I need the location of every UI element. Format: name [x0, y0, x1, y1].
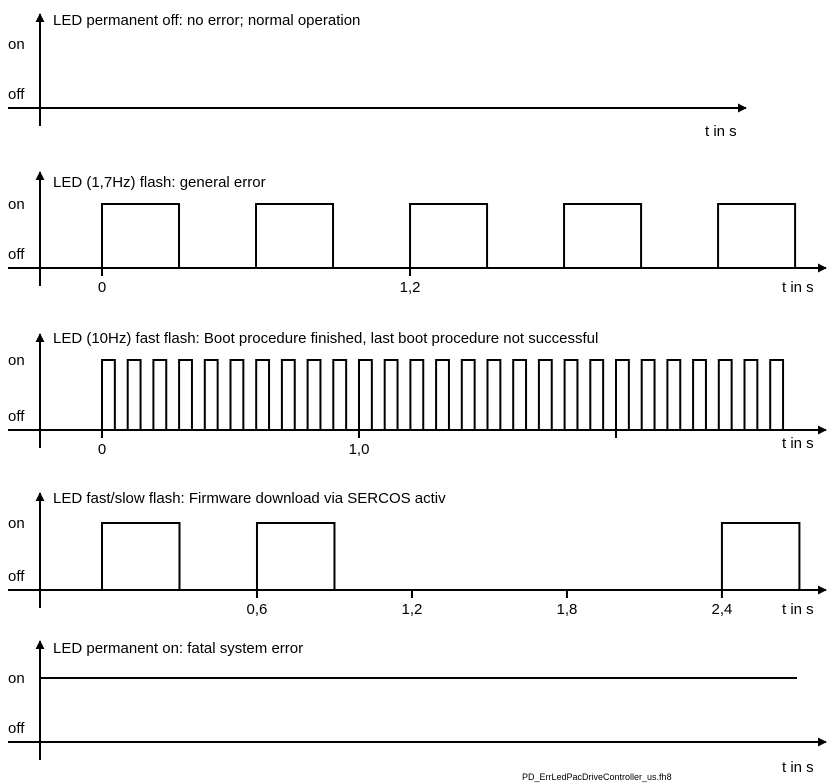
y-label-off: off — [8, 246, 25, 263]
signal-pulse — [563, 203, 643, 268]
signal-pulse — [537, 359, 553, 430]
x-tick-label: 1,2 — [402, 601, 423, 618]
signal-pulse — [486, 359, 502, 430]
y-label-off: off — [8, 568, 25, 585]
signal-pulse — [720, 522, 801, 590]
x-tick-label: 1,2 — [400, 279, 421, 296]
signal-pulse — [358, 359, 373, 430]
signal-pulse — [615, 359, 630, 430]
panel-fast-flash-10hz: LED (10Hz) fast flash: Boot procedure fi… — [8, 330, 827, 458]
x-unit-label: t in s — [782, 435, 814, 452]
footer-filename: PD_ErrLedPacDriveController_us.fh8 — [522, 772, 672, 782]
panel-title: LED permanent off: no error; normal oper… — [53, 12, 360, 29]
signal-pulse — [280, 359, 296, 430]
x-tick-label: 1,0 — [349, 441, 370, 458]
signal-pulse — [563, 359, 579, 430]
signal-pulse — [640, 359, 656, 430]
panel-flash-1-7hz: LED (1,7Hz) flash: general error on off t i… — [8, 171, 827, 296]
x-tick-label: 0 — [98, 441, 106, 458]
x-tick-label: 1,8 — [557, 601, 578, 618]
x-unit-label: t in s — [782, 279, 814, 296]
panel-permanent-off: LED permanent off: no error; normal oper… — [8, 12, 747, 140]
y-label-off: off — [8, 720, 25, 737]
panel-title: LED fast/slow flash: Firmware download v… — [53, 490, 446, 507]
x-unit-label: t in s — [782, 601, 814, 618]
signal-pulse — [460, 359, 476, 430]
panel-permanent-on: LED permanent on: fatal system error on of… — [8, 640, 827, 776]
signal-pulse — [229, 359, 245, 430]
signal-pulse — [666, 359, 682, 430]
signal-pulse — [306, 359, 322, 430]
panel-title: LED (1,7Hz) flash: general error — [53, 174, 266, 191]
signal-pulse — [101, 359, 116, 430]
signal-pulse — [178, 359, 193, 430]
signal-pulse — [692, 359, 707, 430]
signal-pulse — [717, 203, 797, 268]
y-label-off: off — [8, 86, 25, 103]
panel-title: LED permanent on: fatal system error — [53, 640, 303, 657]
signal-pulse — [126, 359, 142, 430]
x-tick-label: 2,4 — [711, 601, 732, 618]
panel-title: LED (10Hz) fast flash: Boot procedure fi… — [53, 330, 598, 347]
signal-pulse — [255, 522, 336, 590]
signal-pulse — [409, 203, 489, 268]
x-tick-label: 0 — [98, 279, 106, 296]
y-label-on: on — [8, 515, 25, 532]
signal-pulse — [512, 359, 528, 430]
signal-pulse — [332, 359, 348, 430]
y-label-on: on — [8, 36, 25, 53]
signal-pulse — [255, 359, 271, 430]
signal-pulse — [589, 359, 605, 430]
y-label-off: off — [8, 408, 25, 425]
y-label-on: on — [8, 196, 25, 213]
y-label-on: on — [8, 670, 25, 687]
x-unit-label: t in s — [782, 759, 814, 776]
signal-pulse — [152, 359, 168, 430]
signal-pulse — [717, 359, 733, 430]
x-unit-label: t in s — [705, 123, 737, 140]
x-tick-label: 0,6 — [247, 601, 268, 618]
signal-pulse — [383, 359, 399, 430]
signal-pulse — [101, 203, 181, 268]
y-label-on: on — [8, 352, 25, 369]
signal-pulse — [409, 359, 425, 430]
signal-pulse — [255, 203, 335, 268]
panel-fast-slow-flash: LED fast/slow flash: Firmware download v… — [8, 490, 827, 618]
signal-pulse — [769, 359, 785, 430]
signal-pulse — [743, 359, 759, 430]
signal-pulse — [101, 522, 181, 590]
signal-pulse — [435, 359, 450, 430]
signal-pulse — [203, 359, 219, 430]
